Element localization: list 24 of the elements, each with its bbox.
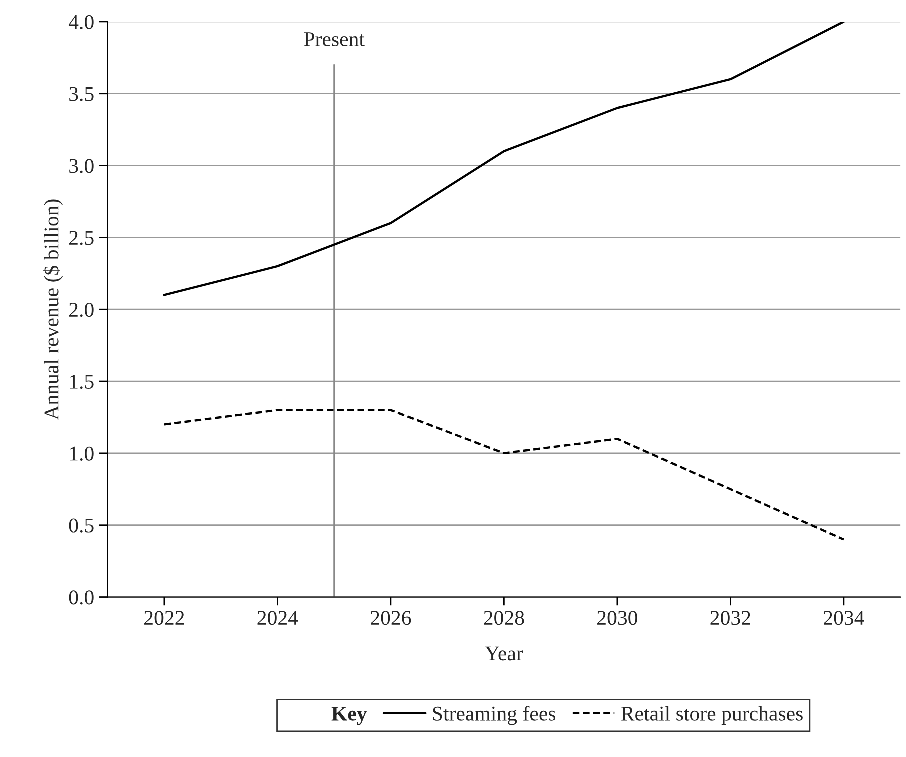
legend-label: Retail store purchases (621, 706, 803, 726)
y-tick-label: 1.5 (70, 375, 94, 390)
x-tick-label: 2030 (598, 611, 638, 626)
line-series (163, 22, 846, 296)
x-axis-title: Year (485, 646, 524, 661)
y-tick-label: 1.0 (70, 446, 94, 461)
y-tick-label: 4.0 (68, 15, 94, 30)
legend-label: Streaming fees (433, 706, 556, 726)
x-tick-label: 2026 (371, 611, 412, 626)
y-tick-label: 3.5 (70, 87, 94, 102)
x-tick-label: 2024 (258, 611, 298, 626)
y-tick-label: 2.5 (69, 231, 94, 246)
x-tick-label: 2034 (824, 611, 864, 626)
x-tick-label: 2028 (484, 611, 524, 626)
y-tick-label: 2.0 (69, 302, 94, 318)
ref-line-label: Present (304, 32, 365, 46)
y-axis-title: Annual revenue ($ billion) (44, 200, 64, 420)
legend-title: Key (332, 707, 368, 726)
x-tick-label: 2032 (710, 611, 750, 626)
y-tick-label: 0.5 (69, 518, 94, 533)
x-tick-label: 2022 (144, 611, 184, 626)
y-tick-label: 0.0 (69, 590, 94, 605)
line-series (163, 409, 846, 541)
y-tick-label: 3.0 (70, 159, 94, 174)
